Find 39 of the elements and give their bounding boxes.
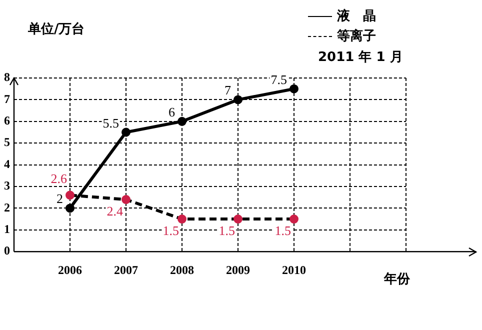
data-label: 7	[224, 82, 232, 98]
data-label: 1.5	[274, 223, 291, 238]
data-label: 2	[56, 191, 63, 206]
point	[66, 204, 74, 213]
data-label: 6	[168, 104, 176, 120]
y-tick-label: 0	[4, 244, 10, 258]
point	[178, 214, 186, 224]
y-tick-label: 5	[4, 135, 10, 150]
y-tick-label: 4	[4, 156, 10, 171]
y-tick-label: 6	[4, 113, 10, 128]
point	[66, 190, 74, 200]
x-tick-label: 2009	[226, 262, 250, 277]
point	[234, 214, 242, 224]
data-label: 2.6	[50, 171, 68, 186]
point	[234, 95, 242, 104]
point	[122, 195, 130, 204]
y-tick-label: 7	[4, 92, 10, 106]
data-label: 2.4	[106, 204, 124, 219]
data-label: 1.5	[162, 223, 179, 238]
point	[122, 128, 130, 137]
y-axis-title: 单位/万台	[28, 21, 85, 38]
point	[290, 84, 298, 94]
legend-label: 液 晶	[336, 8, 376, 26]
text: 2011 年 1 月	[318, 49, 403, 66]
data-label: 7.5	[270, 72, 287, 87]
x-tick-label: 2010	[282, 262, 306, 277]
y-tick-label: 3	[4, 178, 10, 193]
data-label: 1.5	[218, 223, 235, 238]
x-tick-label: 2006	[58, 262, 82, 277]
y-tick-label: 8	[4, 70, 10, 84]
point	[290, 214, 298, 224]
point	[178, 116, 186, 126]
x-axis-title: 年份	[384, 270, 410, 288]
data-label: 5.5	[102, 115, 119, 130]
y-tick-label: 2	[4, 200, 10, 214]
y-tick-label: 1	[4, 222, 10, 236]
legend-label: 等离子	[336, 28, 376, 46]
x-tick-label: 2008	[170, 262, 194, 277]
x-tick-label: 2007	[114, 262, 138, 277]
